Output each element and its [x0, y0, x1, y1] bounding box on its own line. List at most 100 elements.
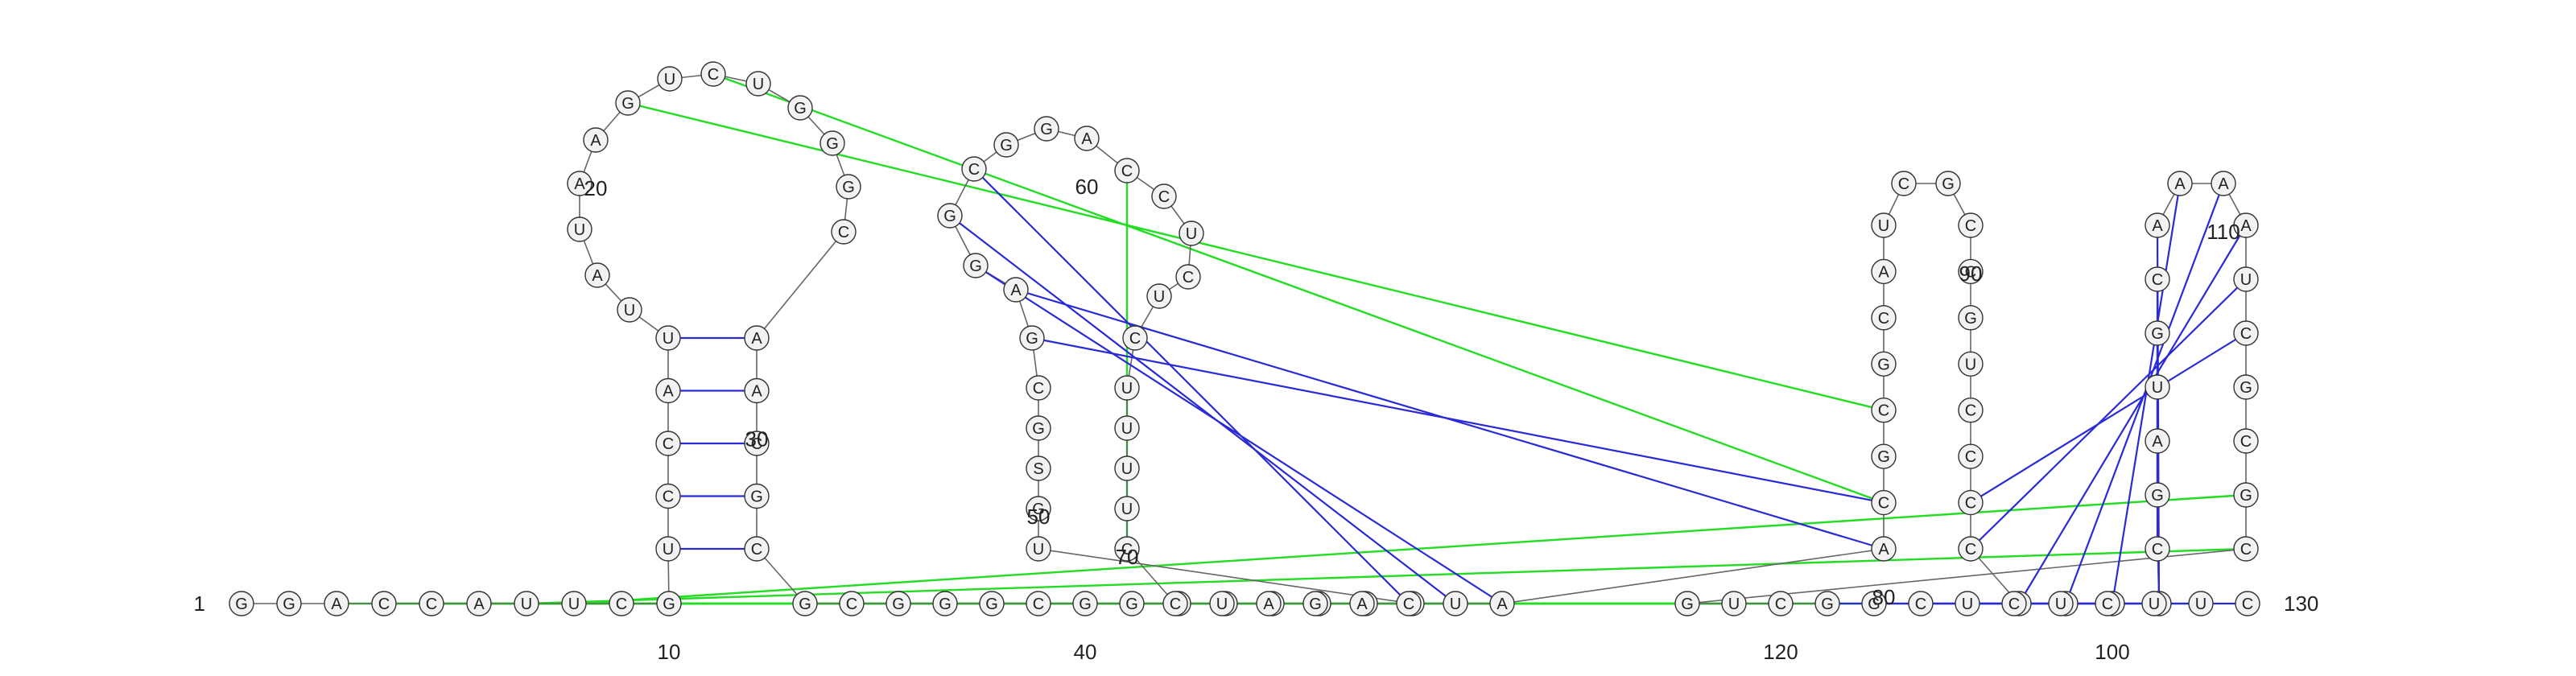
- nucleotide: U: [1114, 375, 1140, 401]
- nucleotide: C: [1958, 489, 1984, 516]
- svg-text:U: U: [1186, 225, 1197, 243]
- position-label: 130: [2284, 592, 2318, 616]
- nucleotide: G: [1034, 116, 1059, 142]
- nucleotide: C: [1871, 305, 1897, 331]
- nucleotide: G: [1871, 443, 1897, 469]
- nucleotide: G: [1026, 496, 1051, 521]
- base-pair-line: [1970, 332, 2247, 504]
- nucleotide: U: [1721, 591, 1747, 616]
- svg-text:A: A: [590, 132, 601, 150]
- nucleotide: C: [1114, 536, 1140, 562]
- svg-text:C: C: [2240, 433, 2252, 451]
- nucleotide: C: [2145, 266, 2170, 292]
- nucleotide: C: [1122, 325, 1148, 351]
- nucleotide: C: [1958, 536, 1984, 562]
- svg-text:G: G: [1040, 121, 1053, 138]
- position-label: 30: [745, 427, 769, 451]
- nucleotide: A: [583, 127, 609, 153]
- nucleotide: G: [1302, 591, 1328, 616]
- backbone-path: [242, 73, 2248, 604]
- svg-text:A: A: [1878, 263, 1889, 281]
- nucleotide: A: [584, 262, 610, 288]
- svg-text:U: U: [664, 71, 675, 89]
- nucleotide: G: [1861, 591, 1887, 616]
- svg-text:C: C: [968, 161, 980, 179]
- position-label: 60: [1075, 175, 1099, 199]
- nucleotide: U: [2048, 591, 2074, 616]
- nucleotide: A: [1489, 591, 1515, 616]
- nucleotide: U: [2145, 374, 2170, 400]
- nucleotide: A: [466, 591, 492, 616]
- svg-text:G: G: [799, 596, 811, 613]
- nucleotide: C: [1162, 591, 1188, 616]
- svg-text:G: G: [621, 95, 634, 113]
- svg-text:S: S: [1033, 460, 1043, 478]
- svg-text:U: U: [663, 330, 674, 348]
- base-pair-line: [2064, 183, 2225, 604]
- nucleotide: C: [831, 219, 857, 245]
- pseudoknot-lines: [336, 72, 2247, 605]
- svg-text:C: C: [378, 596, 390, 613]
- svg-text:U: U: [1450, 596, 1461, 613]
- nucleotide: C: [2233, 320, 2259, 346]
- svg-text:U: U: [2152, 379, 2163, 397]
- svg-text:G: G: [1681, 596, 1694, 613]
- nucleotide: G: [2145, 482, 2170, 508]
- svg-text:U: U: [1965, 356, 1976, 373]
- nucleotide: U: [1179, 221, 1204, 246]
- nucleotide: G: [792, 591, 818, 616]
- nucleotide: G: [1814, 591, 1840, 616]
- svg-text:C: C: [1915, 596, 1926, 613]
- svg-text:U: U: [1728, 596, 1740, 613]
- svg-text:G: G: [750, 488, 763, 506]
- nucleotide: G: [993, 132, 1019, 158]
- svg-text:A: A: [751, 330, 762, 348]
- svg-text:U: U: [1121, 380, 1133, 398]
- nucleotide: C: [371, 591, 397, 616]
- svg-text:A: A: [1010, 282, 1022, 299]
- nucleotide: A: [2211, 171, 2236, 196]
- nucleotide: U: [1955, 591, 1980, 616]
- nucleotide: G: [656, 591, 682, 616]
- nucleotide: A: [655, 377, 681, 404]
- svg-text:U: U: [1878, 217, 1889, 235]
- svg-text:U: U: [2240, 271, 2252, 289]
- svg-text:U: U: [1121, 501, 1133, 518]
- svg-text:C: C: [1170, 596, 1181, 613]
- nucleotide: U: [1209, 591, 1235, 616]
- svg-text:G: G: [1868, 596, 1880, 613]
- nucleotide: C: [1768, 591, 1794, 616]
- nucleotide: C: [655, 483, 681, 509]
- nucleotide: C: [2095, 591, 2120, 616]
- svg-text:A: A: [1263, 596, 1274, 613]
- nucleotide: G: [886, 591, 911, 616]
- svg-text:C: C: [1878, 495, 1889, 513]
- position-label: 100: [2095, 640, 2129, 664]
- svg-text:G: G: [826, 135, 839, 153]
- nucleotide: A: [567, 171, 592, 196]
- svg-text:U: U: [1033, 541, 1044, 559]
- position-label: 110: [2207, 220, 2240, 244]
- nucleotide: A: [324, 591, 349, 616]
- svg-text:C: C: [2008, 596, 2020, 613]
- svg-text:C: C: [1033, 596, 1044, 613]
- svg-text:A: A: [574, 175, 585, 193]
- nucleotide: C: [1958, 398, 1984, 423]
- svg-text:C: C: [2152, 271, 2163, 289]
- base-pair-line: [973, 168, 1410, 604]
- nucleotide: G: [787, 95, 813, 121]
- position-label: 1: [194, 592, 205, 616]
- nucleotide: C: [1151, 183, 1177, 209]
- svg-text:G: G: [1032, 501, 1045, 518]
- svg-text:C: C: [1183, 269, 1194, 286]
- svg-text:G: G: [943, 208, 956, 225]
- svg-text:G: G: [1125, 596, 1138, 613]
- nucleotide: G: [744, 483, 770, 509]
- nucleotide: U: [1114, 455, 1140, 481]
- svg-text:A: A: [473, 596, 485, 613]
- nucleotide: A: [1871, 258, 1897, 285]
- svg-text:U: U: [753, 76, 764, 93]
- position-label: 70: [1116, 545, 1139, 569]
- nucleotide: C: [839, 591, 865, 616]
